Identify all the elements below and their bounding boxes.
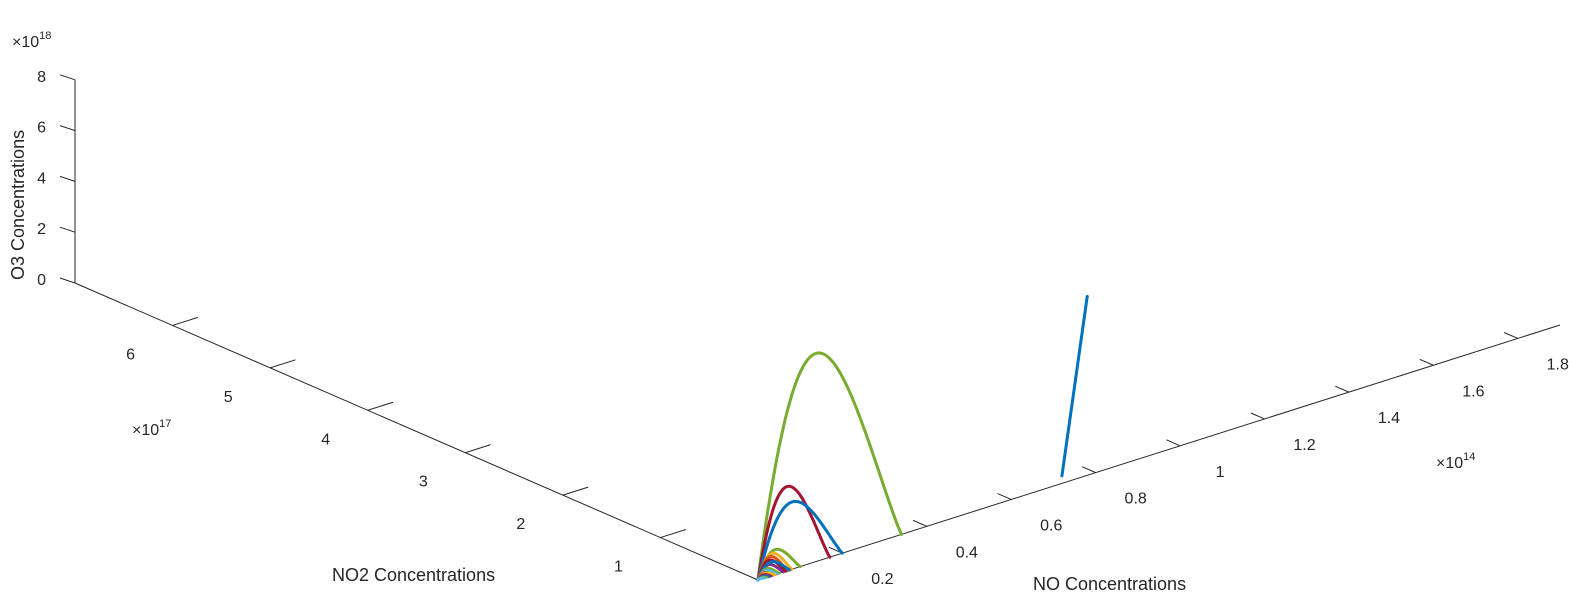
x-tick-label: 0.6 <box>1040 517 1062 534</box>
y-tick-mark <box>367 401 394 411</box>
x-tick-mark <box>1335 385 1350 393</box>
z-tick-mark <box>59 226 76 233</box>
y-tick-mark <box>172 316 199 326</box>
y-tick-label: 3 <box>419 474 428 491</box>
y-tick-label: 6 <box>126 346 135 363</box>
x-axis-line <box>757 324 1561 581</box>
x-tick-label: 0.4 <box>956 544 978 561</box>
z-tick-mark <box>59 175 76 182</box>
x-tick-mark <box>1166 439 1181 447</box>
z-exponent-label: ×1018 <box>12 30 51 51</box>
y-tick-label: 4 <box>321 431 330 448</box>
series-arch <box>756 484 832 582</box>
series-vertical-line <box>1060 294 1089 478</box>
y-tick-label: 5 <box>224 389 233 406</box>
z-tick-label: 8 <box>37 69 46 86</box>
z-tick-label: 4 <box>37 170 46 187</box>
z-tick-mark <box>59 277 76 284</box>
x-tick-mark <box>1081 466 1096 474</box>
x-tick-label: 0.2 <box>871 571 893 588</box>
x-tick-mark <box>997 493 1012 500</box>
series-arch <box>756 351 903 582</box>
x-axis-label: NO Concentrations <box>1033 574 1186 594</box>
y-tick-mark <box>269 359 296 369</box>
x-tick-mark <box>1419 358 1434 366</box>
x-tick-label: 1.8 <box>1547 356 1569 373</box>
x-tick-mark <box>1250 412 1265 420</box>
x-tick-label: 1.2 <box>1293 437 1315 454</box>
y-tick-mark <box>465 444 491 454</box>
x-tick-mark <box>1503 332 1518 339</box>
series-group <box>756 294 1089 582</box>
y-axis-line <box>74 282 759 581</box>
x-ticks: 0.2 0.4 0.6 0.8 1 1.2 1.4 1.6 1.8 <box>828 332 1569 588</box>
z-tick-label: 0 <box>37 272 46 289</box>
y-exponent-label: ×1017 <box>132 418 171 439</box>
x-tick-label: 1.6 <box>1462 383 1484 400</box>
z-tick-mark <box>59 74 76 81</box>
y-tick-label: 2 <box>516 516 525 533</box>
z-tick-label: 6 <box>37 120 46 137</box>
x-tick-mark <box>912 519 928 527</box>
x-tick-label: 0.8 <box>1125 491 1147 508</box>
series-arch <box>756 499 844 582</box>
series-arch <box>756 576 766 582</box>
y-tick-mark <box>562 486 589 496</box>
x-tick-label: 1.4 <box>1378 410 1400 427</box>
y-axis-label: NO2 Concentrations <box>332 565 495 585</box>
z-ticks: 0 2 4 6 8 <box>37 69 76 289</box>
y-tick-mark <box>660 529 686 539</box>
z-tick-mark <box>59 125 76 132</box>
y-tick-label: 1 <box>614 559 623 576</box>
z-axis-label: O3 Concentrations <box>8 130 28 280</box>
y-ticks: 1 2 3 4 5 6 <box>126 316 686 576</box>
z-tick-label: 2 <box>37 221 46 238</box>
x-exponent-label: ×1014 <box>1436 451 1475 472</box>
x-tick-label: 1 <box>1216 464 1225 481</box>
